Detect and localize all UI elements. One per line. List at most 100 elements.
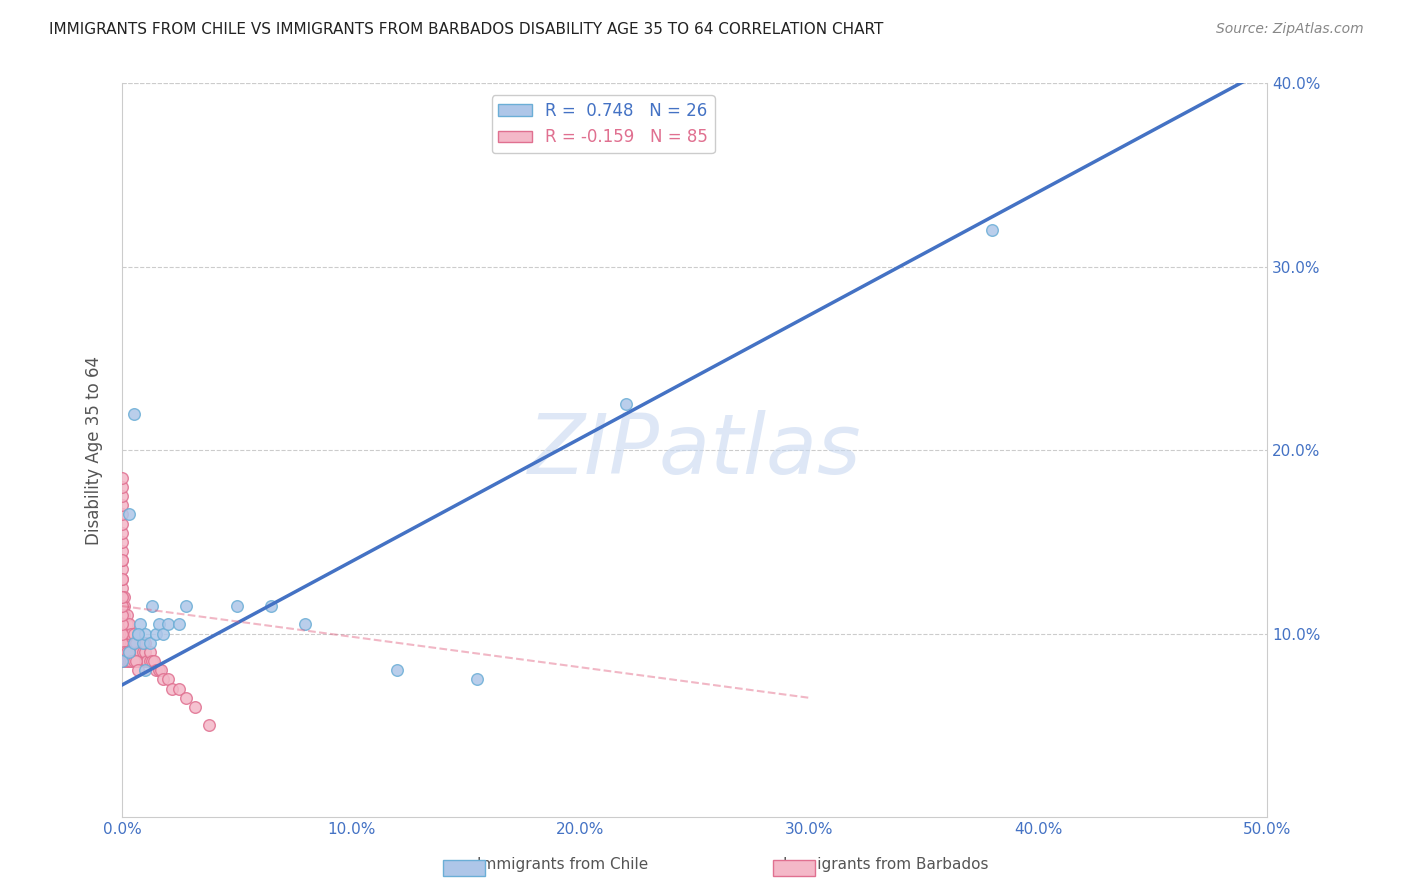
Point [118, 508, 141, 522]
Point [125, 645, 148, 659]
Point [115, 608, 138, 623]
Point [115, 617, 138, 632]
Point [111, 590, 134, 604]
Point [112, 599, 135, 613]
Point [225, 599, 247, 613]
Point [614, 397, 637, 411]
Point [111, 544, 134, 558]
Point [134, 636, 156, 650]
Point [169, 617, 191, 632]
Text: IMMIGRANTS FROM CHILE VS IMMIGRANTS FROM BARBADOS DISABILITY AGE 35 TO 64 CORREL: IMMIGRANTS FROM CHILE VS IMMIGRANTS FROM… [49, 22, 883, 37]
Legend: R =  0.748   N = 26, R = -0.159   N = 85: R = 0.748 N = 26, R = -0.159 N = 85 [492, 95, 714, 153]
Point [111, 608, 134, 623]
Point [127, 626, 149, 640]
Point [111, 654, 134, 668]
Point [131, 645, 153, 659]
Point [134, 645, 156, 659]
Point [111, 599, 134, 613]
Point [141, 654, 163, 668]
Point [115, 645, 138, 659]
Point [115, 645, 138, 659]
Point [118, 636, 141, 650]
Point [111, 553, 134, 567]
Point [125, 636, 148, 650]
Point [118, 626, 141, 640]
Point [118, 617, 141, 632]
Point [127, 645, 149, 659]
Point [111, 626, 134, 640]
Point [122, 636, 145, 650]
Point [112, 645, 135, 659]
Point [138, 654, 160, 668]
Point [122, 636, 145, 650]
Point [111, 590, 134, 604]
Point [148, 617, 170, 632]
Point [127, 654, 149, 668]
Point [131, 654, 153, 668]
Point [127, 626, 149, 640]
Point [111, 516, 134, 531]
Point [174, 690, 197, 705]
Point [120, 636, 142, 650]
Point [115, 654, 138, 668]
Point [134, 663, 156, 677]
Point [112, 608, 135, 623]
Point [129, 645, 152, 659]
Point [115, 626, 138, 640]
Point [111, 654, 134, 668]
Point [111, 572, 134, 586]
Point [112, 654, 135, 668]
Point [129, 617, 152, 632]
Point [145, 626, 167, 640]
Point [111, 617, 134, 632]
Point [134, 654, 156, 668]
Point [143, 654, 166, 668]
Point [129, 654, 152, 668]
Point [127, 663, 149, 677]
Point [131, 636, 153, 650]
Point [120, 645, 142, 659]
Point [122, 407, 145, 421]
Point [118, 645, 141, 659]
Point [122, 645, 145, 659]
Point [294, 617, 316, 632]
Point [111, 535, 134, 549]
Point [118, 654, 141, 668]
Point [138, 645, 160, 659]
Point [162, 681, 184, 696]
Point [111, 608, 134, 623]
Point [125, 654, 148, 668]
Point [122, 626, 145, 640]
Y-axis label: Disability Age 35 to 64: Disability Age 35 to 64 [86, 356, 103, 545]
Point [141, 599, 163, 613]
Point [111, 562, 134, 576]
Point [156, 617, 179, 632]
Point [981, 223, 1004, 237]
Point [111, 508, 134, 522]
Point [111, 471, 134, 485]
Point [148, 663, 170, 677]
Point [111, 572, 134, 586]
Point [152, 626, 174, 640]
Point [111, 489, 134, 503]
Point [112, 645, 135, 659]
Point [134, 626, 156, 640]
Point [198, 718, 221, 732]
Point [111, 498, 134, 512]
Point [111, 581, 134, 595]
Point [111, 480, 134, 494]
Point [111, 525, 134, 540]
Point [120, 654, 142, 668]
Point [111, 617, 134, 632]
Point [260, 599, 283, 613]
Text: ZIPatlas: ZIPatlas [527, 409, 862, 491]
Point [174, 599, 197, 613]
Point [111, 645, 134, 659]
Point [136, 654, 159, 668]
Point [111, 636, 134, 650]
Point [111, 636, 134, 650]
Point [122, 654, 145, 668]
Point [156, 673, 179, 687]
Point [465, 673, 488, 687]
Point [385, 663, 408, 677]
